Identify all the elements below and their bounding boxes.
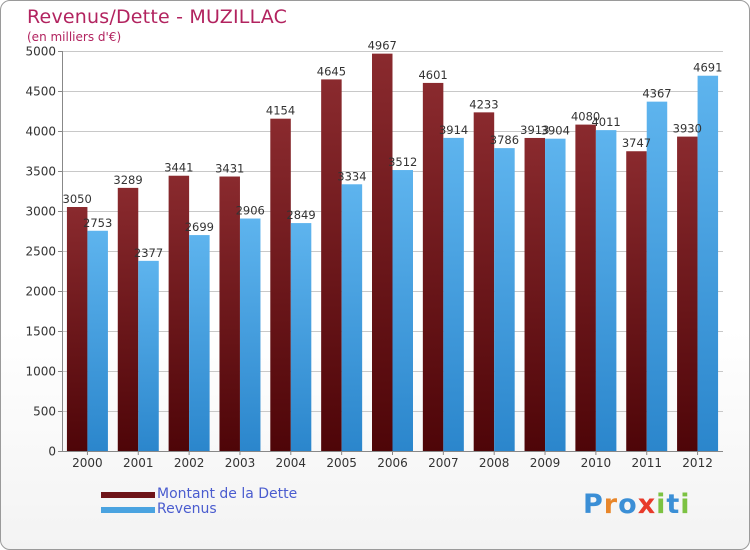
bar-revenus — [239, 218, 261, 451]
x-tick-label: 2007 — [428, 456, 459, 470]
bar-dette — [677, 136, 698, 451]
bar-revenus — [138, 260, 159, 451]
logo-letter: i — [656, 489, 667, 520]
logo-letter: x — [637, 489, 657, 520]
legend-label-dette: Montant de la Dette — [157, 486, 298, 502]
data-label-dette: 3747 — [622, 136, 651, 150]
bar-revenus — [392, 170, 413, 452]
legend-swatch-dette — [101, 491, 155, 498]
data-label-dette: 3050 — [63, 192, 92, 206]
logo-letter: t — [666, 489, 681, 520]
y-tick-label: 1500 — [25, 325, 56, 339]
y-tick-label: 2000 — [25, 285, 56, 299]
y-tick-label: 500 — [33, 405, 56, 419]
x-tick-label: 2004 — [276, 456, 307, 470]
y-tick-label: 3500 — [25, 165, 56, 179]
x-tick-label: 2006 — [377, 456, 408, 470]
y-tick-label: 5000 — [25, 45, 56, 59]
legend-label-revenus: Revenus — [157, 501, 217, 517]
legend-item-dette: Montant de la Dette — [101, 487, 297, 502]
bar-dette — [66, 207, 88, 451]
bar-dette — [321, 79, 342, 452]
bar-revenus — [595, 130, 617, 451]
data-label-dette: 3431 — [215, 162, 244, 176]
bar-revenus — [189, 235, 210, 451]
legend-swatch-revenus — [101, 506, 155, 513]
legend: Montant de la Dette Revenus — [101, 487, 297, 517]
x-tick-label: 2000 — [72, 456, 103, 470]
y-tick-label: 3000 — [25, 205, 56, 219]
data-label-revenus: 3914 — [439, 123, 468, 137]
logo-letter: r — [603, 489, 619, 520]
bar-revenus — [545, 138, 566, 451]
data-label-revenus: 2849 — [286, 208, 315, 222]
x-tick-label: 2010 — [581, 456, 612, 470]
bar-dette — [219, 176, 240, 451]
logo-letter: i — [680, 489, 691, 520]
x-tick-label: 2008 — [479, 456, 510, 470]
data-label-revenus: 3786 — [490, 133, 519, 147]
x-tick-label: 2009 — [530, 456, 561, 470]
bar-revenus — [697, 75, 719, 451]
data-label-dette: 4154 — [266, 104, 295, 118]
data-label-dette: 3289 — [113, 173, 142, 187]
x-tick-label: 2005 — [326, 456, 357, 470]
logo-letter: P — [583, 489, 604, 520]
bar-dette — [524, 137, 546, 451]
logo-letter: o — [618, 489, 638, 520]
bar-dette — [626, 151, 647, 452]
data-label-revenus: 2753 — [83, 216, 112, 230]
data-label-dette: 4601 — [418, 68, 447, 82]
x-tick-label: 2003 — [225, 456, 256, 470]
data-label-revenus: 3904 — [541, 124, 570, 138]
data-label-dette: 3930 — [673, 122, 702, 136]
y-tick-label: 4500 — [25, 85, 56, 99]
y-tick-label: 4000 — [25, 125, 56, 139]
chart-subtitle: (en milliers d'€) — [27, 30, 122, 44]
data-label-revenus: 2377 — [134, 246, 163, 260]
bar-revenus — [494, 148, 515, 451]
data-label-dette: 4233 — [469, 97, 498, 111]
bar-revenus — [443, 137, 464, 451]
bar-dette — [422, 82, 444, 452]
data-label-dette: 4967 — [368, 39, 397, 53]
bar-dette — [372, 53, 393, 451]
x-tick-label: 2001 — [123, 456, 154, 470]
data-label-revenus: 2699 — [185, 220, 214, 234]
x-tick-label: 2002 — [174, 456, 205, 470]
y-tick-label: 0 — [48, 445, 56, 459]
data-label-revenus: 4011 — [591, 115, 620, 129]
bar-dette — [575, 124, 596, 451]
data-label-revenus: 3334 — [337, 169, 366, 183]
data-label-dette: 3441 — [164, 161, 193, 175]
bar-dette — [473, 112, 495, 452]
bar-dette — [270, 118, 291, 452]
data-label-dette: 3913 — [520, 123, 549, 137]
data-label-revenus: 4691 — [693, 61, 722, 75]
x-tick-label: 2011 — [631, 456, 662, 470]
bar-revenus — [341, 184, 363, 451]
data-label-revenus: 3512 — [388, 155, 417, 169]
data-label-revenus: 4367 — [642, 87, 671, 101]
legend-item-revenus: Revenus — [101, 502, 297, 517]
data-label-revenus: 2906 — [236, 204, 265, 218]
y-tick-label: 2500 — [25, 245, 56, 259]
bar-dette — [117, 187, 139, 451]
bar-revenus — [290, 223, 312, 451]
bar-dette — [168, 175, 190, 451]
bar-revenus — [87, 230, 108, 451]
data-label-dette: 4645 — [317, 64, 346, 78]
x-tick-label: 2012 — [682, 456, 713, 470]
y-tick-label: 1000 — [25, 365, 56, 379]
bar-revenus — [646, 101, 668, 451]
chart-title: Revenus/Dette - MUZILLAC — [27, 6, 288, 28]
data-label-dette: 4080 — [571, 110, 600, 124]
proxiti-logo: Proxiti — [583, 489, 691, 520]
